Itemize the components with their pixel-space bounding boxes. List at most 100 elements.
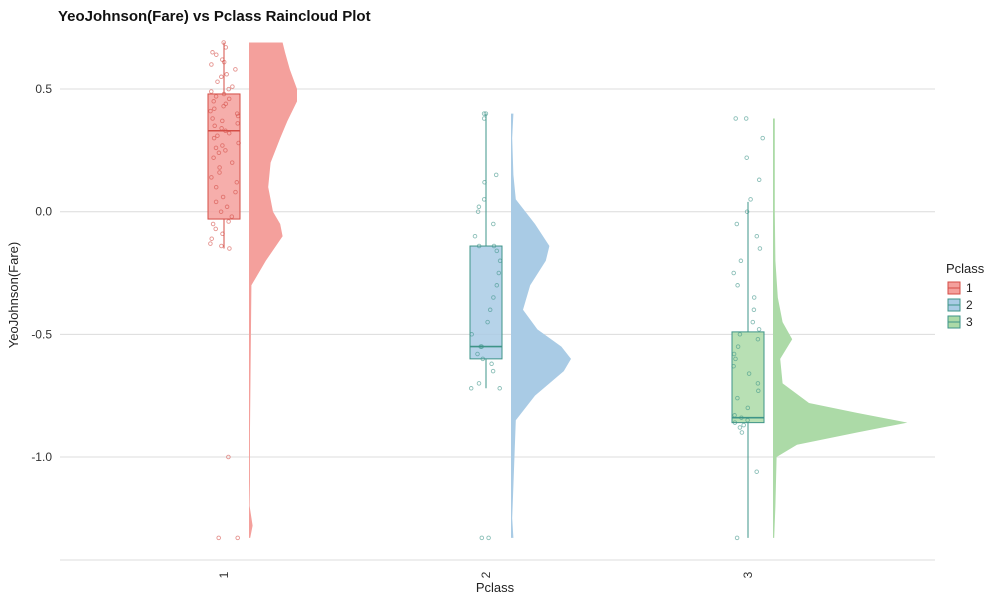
data-point <box>754 469 759 474</box>
box-plots <box>207 42 765 538</box>
data-point <box>217 165 222 170</box>
chart-title: YeoJohnson(Fare) vs Pclass Raincloud Plo… <box>58 8 371 25</box>
data-point <box>221 40 226 45</box>
data-point <box>483 111 489 116</box>
data-point <box>213 226 218 232</box>
data-point <box>491 243 497 249</box>
data-point <box>224 72 229 77</box>
data-point <box>751 295 757 300</box>
data-point <box>472 233 478 239</box>
data-point <box>235 113 241 119</box>
data-point <box>750 319 756 325</box>
data-point <box>737 332 743 337</box>
data-point <box>219 74 224 80</box>
data-point <box>757 246 763 251</box>
data-point <box>491 295 496 300</box>
data-point <box>211 135 217 141</box>
data-point <box>223 128 228 134</box>
data-point <box>496 270 502 276</box>
data-point <box>226 86 231 92</box>
data-point <box>216 150 222 156</box>
data-point <box>215 79 220 84</box>
data-point <box>756 327 762 332</box>
data-point <box>221 91 227 97</box>
data-point <box>221 103 226 109</box>
data-point <box>476 204 482 210</box>
density-cloud-1 <box>249 42 297 538</box>
data-point <box>494 283 500 288</box>
y-tick-label: 0.0 <box>35 205 52 219</box>
data-point <box>760 135 765 141</box>
data-point <box>734 535 740 541</box>
jitter-points <box>208 40 765 541</box>
data-point <box>481 111 487 116</box>
data-point <box>746 371 752 376</box>
data-point <box>236 140 241 146</box>
data-point <box>209 236 214 241</box>
data-point <box>208 108 213 114</box>
data-point <box>215 133 220 138</box>
data-point <box>489 361 494 367</box>
legend-item-1: 1 <box>947 281 973 295</box>
x-tick-label: 1 <box>217 571 231 578</box>
data-point <box>733 356 738 362</box>
boxplot-3 <box>731 201 765 538</box>
data-point <box>230 84 235 89</box>
data-point <box>745 417 750 423</box>
data-point <box>213 94 219 99</box>
legend-title: Pclass <box>946 261 985 276</box>
box-iqr <box>469 245 503 360</box>
data-point <box>739 415 744 420</box>
data-point <box>480 356 486 362</box>
data-point <box>226 219 231 224</box>
y-tick-label: -1.0 <box>31 450 52 464</box>
data-point <box>734 221 740 227</box>
data-point <box>226 130 232 136</box>
data-point <box>219 243 224 249</box>
data-point <box>213 145 219 151</box>
data-point <box>490 368 496 374</box>
data-point <box>745 405 751 411</box>
data-point <box>744 209 750 214</box>
data-point <box>220 194 226 200</box>
boxplot-2 <box>469 113 503 389</box>
data-point <box>213 184 219 190</box>
data-point <box>469 332 474 337</box>
data-point <box>479 535 485 541</box>
data-point <box>479 344 484 349</box>
data-point <box>755 381 761 386</box>
y-tick-label: -0.5 <box>31 327 52 341</box>
data-point <box>486 535 491 541</box>
data-point <box>219 126 224 131</box>
legend-label: 3 <box>966 315 973 329</box>
data-point <box>731 351 737 357</box>
density-clouds <box>249 42 908 538</box>
data-point <box>497 258 503 264</box>
data-point <box>233 67 238 72</box>
data-point <box>216 535 221 541</box>
data-point <box>214 52 219 57</box>
data-point <box>481 116 487 121</box>
data-point <box>475 351 480 357</box>
data-point <box>737 425 743 430</box>
data-point <box>217 170 222 175</box>
data-point <box>220 118 225 124</box>
data-point <box>209 89 214 94</box>
data-point <box>233 189 238 195</box>
data-point <box>735 344 741 349</box>
data-point <box>223 148 228 153</box>
data-point <box>756 388 761 394</box>
data-point <box>212 106 217 111</box>
data-point <box>494 248 500 254</box>
x-axis-title: Pclass <box>476 580 515 595</box>
y-axis-title: YeoJohnson(Fare) <box>6 242 21 348</box>
data-point <box>743 116 749 121</box>
data-point <box>487 307 493 313</box>
data-point <box>226 454 231 460</box>
legend-label: 1 <box>966 281 973 295</box>
data-point <box>733 116 738 121</box>
data-point <box>235 535 240 541</box>
data-point <box>224 204 230 210</box>
legend-item-2: 2 <box>947 298 973 312</box>
data-point <box>211 99 216 104</box>
